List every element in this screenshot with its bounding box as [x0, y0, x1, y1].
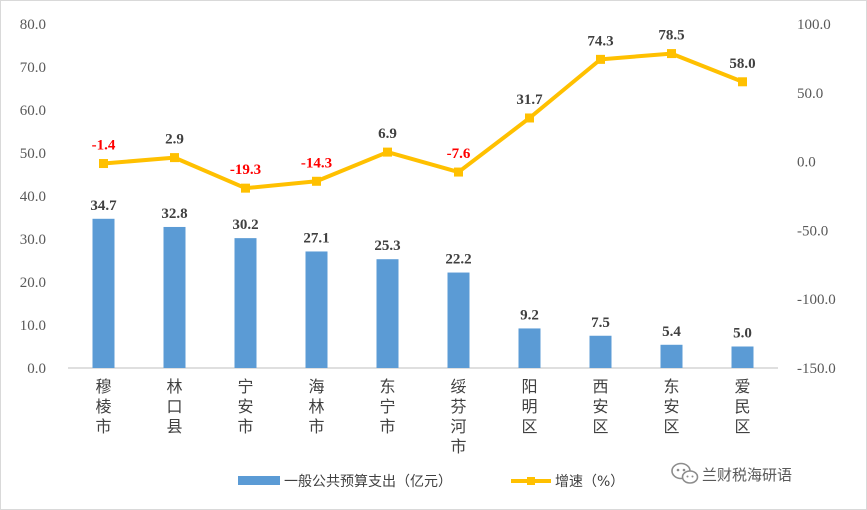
watermark-text: 兰财税海研语: [702, 466, 792, 484]
bar: [447, 272, 470, 368]
growth-value-label: -1.4: [92, 138, 116, 154]
left-tick-label: 30.0: [20, 232, 46, 248]
growth-marker: [667, 49, 676, 59]
bar-value-label: 5.4: [662, 324, 681, 340]
category-label: 绥芬河市: [450, 377, 466, 456]
category-label: 西安区: [592, 377, 608, 436]
bar-value-label: 22.2: [445, 252, 471, 268]
right-axis: -150.0 -100.0 -50.0 0.0 50.0 100.0: [797, 17, 836, 377]
legend: 一般公共预算支出（亿元） 增速（%）: [238, 474, 624, 490]
growth-value-label: 74.3: [587, 33, 613, 49]
left-tick-label: 10.0: [20, 318, 46, 334]
growth-value-label: 6.9: [378, 126, 397, 142]
growth-marker: [383, 147, 392, 157]
watermark: 兰财税海研语: [671, 462, 792, 484]
bar-series: [92, 218, 754, 368]
growth-value-label: -19.3: [230, 162, 261, 178]
growth-value-label: 31.7: [516, 92, 543, 108]
legend-line-label: 增速（%）: [555, 474, 624, 490]
growth-value-label: 78.5: [658, 28, 684, 44]
wechat-icon: [671, 462, 699, 484]
left-tick-label: 70.0: [20, 60, 46, 76]
left-tick-label: 50.0: [20, 146, 46, 162]
category-label: 东安区: [663, 377, 679, 436]
bar: [234, 238, 257, 368]
growth-line: [103, 51, 744, 191]
category-label: 海林市: [308, 377, 324, 436]
growth-marker: [454, 167, 463, 177]
legend-bar-swatch: [238, 476, 280, 485]
bar-value-label: 5.0: [733, 326, 752, 342]
bar-data-labels: 34.7 32.8 30.2 27.1 25.3 22.2 9.2 7.5 5.4 5.0: [90, 198, 752, 342]
bar-value-label: 27.1: [303, 230, 329, 246]
bar: [731, 346, 754, 368]
right-tick-label: -100.0: [797, 292, 836, 308]
category-label: 穆棱市: [95, 377, 111, 436]
bar-value-label: 9.2: [520, 307, 539, 323]
category-label: 东宁市: [379, 377, 395, 436]
bar: [305, 251, 328, 368]
category-label: 宁安市: [237, 377, 253, 436]
growth-marker: [525, 113, 534, 123]
bar: [376, 259, 399, 368]
growth-value-label: 58.0: [729, 56, 755, 72]
growth-marker: [738, 77, 747, 87]
growth-marker: [99, 159, 108, 169]
bar-value-label: 25.3: [374, 238, 400, 254]
growth-data-labels: -1.4 2.9 -19.3 -14.3 6.9 -7.6 31.7 74.3 78.5 58.0: [92, 28, 756, 179]
bar-value-label: 34.7: [90, 198, 117, 214]
bar: [92, 218, 115, 368]
right-tick-label: 50.0: [797, 86, 823, 102]
left-tick-label: 40.0: [20, 189, 46, 205]
bar: [163, 226, 186, 368]
bar: [589, 335, 612, 368]
growth-value-label: -7.6: [447, 146, 471, 162]
bar-value-label: 7.5: [591, 315, 610, 331]
legend-bar-label: 一般公共预算支出（亿元）: [284, 474, 452, 490]
bar: [660, 344, 683, 368]
growth-marker: [170, 153, 179, 163]
growth-marker: [596, 54, 605, 64]
left-tick-label: 20.0: [20, 275, 46, 291]
left-axis: 0.0 10.0 20.0 30.0 40.0 50.0 60.0 70.0 80.0: [20, 17, 46, 377]
bar-value-label: 30.2: [232, 217, 258, 233]
legend-line-marker: [527, 477, 535, 485]
right-tick-label: -150.0: [797, 361, 836, 377]
growth-marker: [241, 183, 250, 193]
left-tick-label: 60.0: [20, 103, 46, 119]
right-tick-label: 0.0: [797, 155, 816, 171]
category-label: 爱民区: [734, 377, 750, 436]
growth-markers: [99, 49, 747, 193]
growth-marker: [312, 176, 321, 186]
right-tick-label: 100.0: [797, 17, 831, 33]
left-tick-label: 80.0: [20, 17, 46, 33]
growth-value-label: 2.9: [165, 132, 184, 148]
right-tick-label: -50.0: [797, 223, 828, 239]
bar-value-label: 32.8: [161, 206, 187, 222]
category-label: 阳明区: [521, 377, 537, 436]
bar: [518, 328, 541, 368]
category-label: 林口县: [166, 377, 182, 436]
category-labels: 穆棱市 林口县 宁安市 海林市 东宁市 绥芬河市 阳明区 西安区 东安区 爱民区: [95, 377, 750, 456]
left-tick-label: 0.0: [27, 361, 46, 377]
growth-value-label: -14.3: [301, 155, 332, 171]
